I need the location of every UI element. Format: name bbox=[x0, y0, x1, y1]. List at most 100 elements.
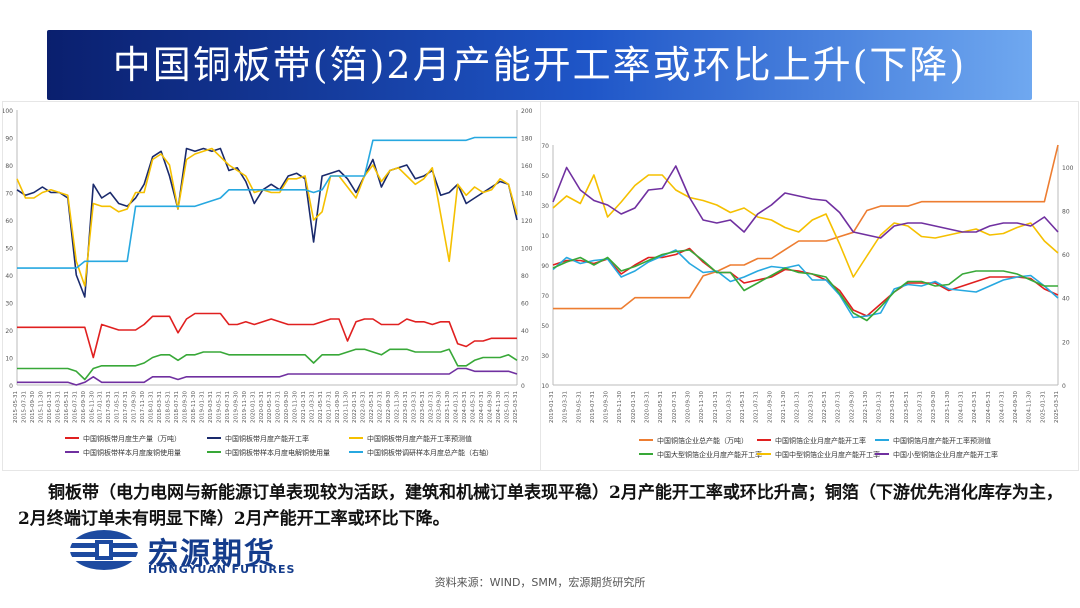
x-tick-label: 2015-07-31 bbox=[21, 391, 27, 423]
x-tick-label: 2022-01-31 bbox=[795, 391, 801, 423]
x-tick-label: 2017-01-31 bbox=[98, 391, 104, 423]
x-tick-label: 2017-11-30 bbox=[140, 391, 146, 423]
x-tick-label: 2016-03-31 bbox=[55, 391, 61, 423]
x-tick-label: 2020-01-31 bbox=[250, 391, 256, 423]
y-tick-left: 60 bbox=[5, 218, 13, 225]
series-line-0-3 bbox=[17, 367, 518, 386]
x-tick-label: 2020-05-31 bbox=[658, 391, 664, 423]
y-tick-left: 10 bbox=[541, 383, 549, 390]
y-tick-left: 50 bbox=[5, 246, 13, 253]
x-tick-label: 2019-03-31 bbox=[208, 391, 214, 423]
y-tick-left: 90 bbox=[541, 263, 549, 270]
y-tick-right: 80 bbox=[521, 273, 529, 280]
x-tick-label: 2018-01-31 bbox=[149, 391, 155, 423]
x-tick-label: 2015-05-31 bbox=[13, 391, 19, 423]
y-tick-right: 100 bbox=[521, 246, 533, 253]
y-tick-left: 70 bbox=[541, 293, 549, 300]
x-tick-label: 2024-03-31 bbox=[972, 391, 978, 423]
x-tick-label: 2016-07-31 bbox=[72, 391, 78, 423]
y-tick-left: 40 bbox=[5, 273, 13, 280]
x-tick-label: 2023-09-30 bbox=[437, 391, 443, 423]
y-tick-left: 70 bbox=[5, 191, 13, 198]
y-tick-left: 10 bbox=[5, 356, 13, 363]
x-tick-label: 2019-07-31 bbox=[590, 391, 596, 423]
y-tick-right: 60 bbox=[1062, 252, 1070, 259]
legend-label: 中国铜板带月度产能开工率预测值 bbox=[367, 434, 472, 443]
x-tick-label: 2020-05-31 bbox=[267, 391, 273, 423]
x-tick-label: 2015-11-30 bbox=[38, 391, 44, 423]
x-tick-label: 2024-01-31 bbox=[454, 391, 460, 423]
x-tick-label: 2017-09-30 bbox=[132, 391, 138, 423]
legend-label: 中国小型铜箔企业月度产能开工率 bbox=[893, 450, 998, 459]
copper-strip-chart-svg: 1009080706050403020100200180160140120100… bbox=[2, 108, 533, 457]
x-tick-label: 2025-01-31 bbox=[505, 391, 511, 423]
x-tick-label: 2020-09-30 bbox=[685, 391, 691, 423]
x-tick-label: 2024-01-31 bbox=[958, 391, 964, 423]
x-tick-label: 2023-01-31 bbox=[403, 391, 409, 423]
x-tick-label: 2020-11-30 bbox=[699, 391, 705, 423]
x-tick-label: 2021-03-31 bbox=[310, 391, 316, 423]
x-tick-label: 2022-05-31 bbox=[369, 391, 375, 423]
x-tick-label: 2019-09-30 bbox=[233, 391, 239, 423]
legend-label: 中国铜板带月度产能开工率 bbox=[225, 434, 309, 443]
series-line-1-4 bbox=[552, 174, 1059, 278]
x-tick-label: 2021-03-31 bbox=[726, 391, 732, 423]
y-tick-right: 0 bbox=[521, 383, 525, 390]
x-tick-label: 2020-07-31 bbox=[276, 391, 282, 423]
x-tick-label: 2015-09-30 bbox=[30, 391, 36, 423]
y-tick-right: 80 bbox=[1062, 208, 1070, 215]
series-line-0-5 bbox=[17, 136, 517, 269]
y-tick-left: 0 bbox=[9, 383, 13, 390]
x-tick-label: 2022-11-30 bbox=[863, 391, 869, 423]
series-line-1-0 bbox=[553, 144, 1059, 310]
x-tick-label: 2017-07-31 bbox=[123, 391, 129, 423]
y-tick-left: 80 bbox=[5, 163, 13, 170]
logo-text-en: HONGYUAN FUTURES bbox=[148, 563, 296, 576]
y-tick-left: 110 bbox=[541, 233, 549, 240]
x-tick-label: 2018-03-31 bbox=[157, 391, 163, 423]
x-tick-label: 2022-03-31 bbox=[808, 391, 814, 423]
x-tick-label: 2020-01-31 bbox=[631, 391, 637, 423]
series-line-0-2 bbox=[16, 147, 518, 287]
y-tick-right: 40 bbox=[521, 328, 529, 335]
x-tick-label: 2022-11-30 bbox=[394, 391, 400, 423]
x-tick-label: 2017-05-31 bbox=[115, 391, 121, 423]
x-tick-label: 2021-07-31 bbox=[327, 391, 333, 423]
x-tick-label: 2020-03-31 bbox=[259, 391, 265, 423]
x-tick-label: 2025-03-31 bbox=[513, 391, 519, 423]
x-tick-label: 2016-09-30 bbox=[81, 391, 87, 423]
x-tick-label: 2023-03-31 bbox=[411, 391, 417, 423]
x-tick-label: 2022-07-31 bbox=[377, 391, 383, 423]
x-tick-label: 2019-01-31 bbox=[199, 391, 205, 423]
y-tick-left: 30 bbox=[5, 301, 13, 308]
y-tick-left: 50 bbox=[541, 323, 549, 330]
series-line-1-3 bbox=[552, 249, 1058, 322]
commentary: 铜板带（电力电网与新能源订单表现较为活跃，建筑和机械订单表现平稳）2月产能开工率… bbox=[18, 480, 1068, 532]
x-tick-label: 2019-05-31 bbox=[576, 391, 582, 423]
x-tick-label: 2021-01-31 bbox=[301, 391, 307, 423]
y-tick-left: 20 bbox=[5, 328, 13, 335]
x-tick-label: 2024-11-30 bbox=[496, 391, 502, 423]
x-tick-label: 2023-03-31 bbox=[890, 391, 896, 423]
y-tick-right: 100 bbox=[1062, 165, 1074, 172]
y-tick-left: 150 bbox=[541, 173, 549, 180]
x-tick-label: 2023-09-30 bbox=[931, 391, 937, 423]
x-tick-label: 2021-05-31 bbox=[318, 391, 324, 423]
x-tick-label: 2025-01-31 bbox=[1040, 391, 1046, 423]
y-tick-right: 120 bbox=[521, 218, 533, 225]
y-tick-left: 100 bbox=[3, 108, 13, 115]
series-line-1-1 bbox=[552, 247, 1059, 317]
series-line-1-2 bbox=[552, 249, 1059, 319]
logo-mark-icon bbox=[70, 530, 138, 570]
legend-label: 中国铜箔企业月度产能开工率 bbox=[775, 436, 866, 445]
x-tick-label: 2020-07-31 bbox=[672, 391, 678, 423]
x-tick-label: 2019-11-30 bbox=[242, 391, 248, 423]
series-line-0-4 bbox=[17, 348, 518, 381]
x-tick-label: 2023-01-31 bbox=[877, 391, 883, 423]
legend-label: 中国铜板带样本月度电解铜使用量 bbox=[225, 448, 330, 457]
x-tick-label: 2021-07-31 bbox=[754, 391, 760, 423]
page-title: 中国铜板带(箔)2月产能开工率或环比上升(下降) bbox=[112, 43, 967, 87]
x-tick-label: 2019-05-31 bbox=[216, 391, 222, 423]
x-tick-label: 2023-11-30 bbox=[945, 391, 951, 423]
x-tick-label: 2022-09-30 bbox=[849, 391, 855, 423]
